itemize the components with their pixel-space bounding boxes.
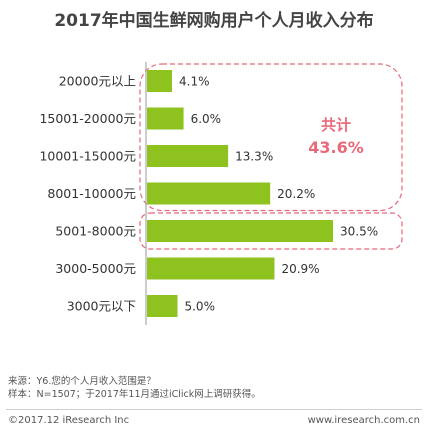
footer-divider [6, 409, 422, 410]
category-label: 5001-8000元 [55, 224, 136, 239]
category-label: 20000元以上 [59, 74, 136, 89]
value-label: 20.9% [281, 262, 319, 276]
bar [147, 257, 275, 280]
value-label: 20.2% [277, 187, 315, 201]
category-label: 15001-20000元 [39, 111, 136, 126]
annotation-total: 43.6% [308, 138, 364, 157]
value-label: 6.0% [191, 112, 222, 126]
bar-chart: 20000元以上 4.1% 15001-20000元 6.0% 10001-15000元… [39, 62, 403, 325]
category-label: 10001-15000元 [39, 149, 136, 164]
group-highlight-box [139, 63, 403, 212]
category-label: 3000元以下 [67, 299, 136, 314]
source-notes: 来源：Y6.您的个人月收入范围是？ 样本：N=1507；于2017年11月通过i… [8, 375, 261, 401]
website-link[interactable]: www.iresearch.com.cn [307, 415, 420, 426]
bar [147, 220, 333, 242]
highlight-box [139, 212, 403, 250]
bar [147, 145, 229, 167]
category-label: 3000-5000元 [55, 261, 136, 276]
value-label: 5.0% [184, 300, 215, 314]
copyright-text: ©2017.12 iResearch Inc [8, 415, 130, 426]
bar [147, 70, 173, 92]
chart-title: 2017年中国生鲜网购用户个人月收入分布 [54, 11, 374, 31]
sample-text: 样本：N=1507；于2017年11月通过iClick网上调研获得。 [8, 389, 261, 400]
value-label: 30.5% [340, 225, 378, 239]
bar [147, 182, 271, 205]
category-label: 8001-10000元 [47, 186, 136, 201]
value-label: 4.1% [179, 75, 210, 89]
bar [147, 295, 178, 317]
annotation-label: 共计 [321, 116, 351, 134]
source-text: 来源：Y6.您的个人月收入范围是？ [8, 376, 156, 387]
bar [147, 107, 184, 130]
value-label: 13.3% [235, 150, 273, 164]
